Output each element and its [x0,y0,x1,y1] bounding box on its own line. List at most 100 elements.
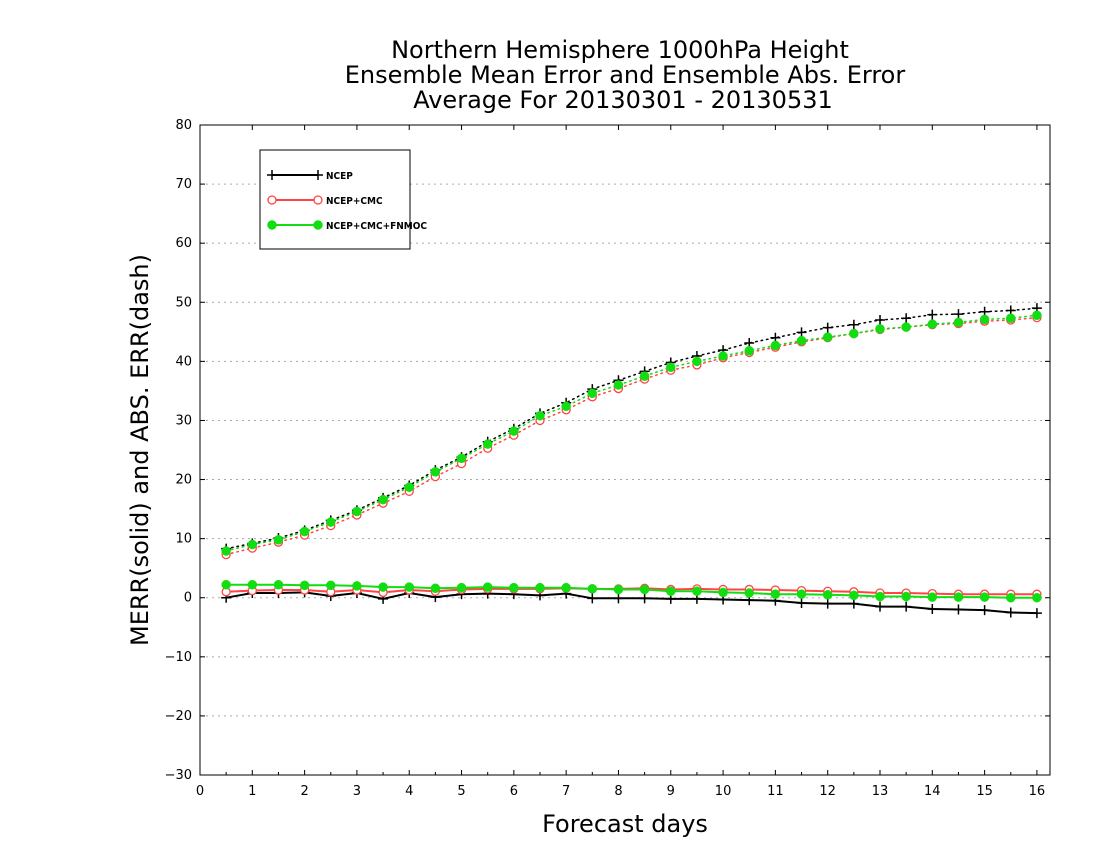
data-point-marker [313,170,323,180]
abs-err-line [225,314,1038,552]
x-tick-label: 13 [872,784,889,799]
y-tick-label: 50 [175,295,192,310]
x-tick-label: 2 [300,784,308,799]
data-point-marker [822,598,833,609]
data-point-marker [927,319,938,329]
data-point-marker [561,401,571,412]
data-point-marker [796,335,807,346]
x-tick-label: 6 [510,784,518,799]
data-point-marker [430,583,441,594]
x-tick-label: 16 [1029,784,1046,799]
data-point-marker [875,591,885,602]
data-point-marker [979,314,990,325]
data-point-marker [404,482,414,492]
data-point-marker [953,309,964,320]
x-tick-label: 1 [248,784,256,799]
data-point-marker [1005,607,1016,618]
x-tick-label: 15 [976,784,993,799]
y-tick-label: 20 [175,473,192,488]
data-point-marker [299,526,310,537]
x-tick-label: 8 [614,784,622,799]
data-point-marker [352,506,362,517]
y-tick-label: 40 [175,354,192,369]
data-point-marker [927,309,938,320]
data-point-marker [927,592,938,602]
data-point-marker [848,598,859,609]
y-tick-label: 80 [175,118,192,133]
data-point-marker [849,590,859,601]
data-point-marker [326,517,336,527]
data-point-marker [456,453,467,464]
x-tick-label: 4 [405,784,413,799]
data-point-marker [770,340,781,351]
data-point-marker [509,426,519,436]
data-point-marker [273,535,284,545]
x-tick-label: 10 [715,784,732,799]
y-tick-label: 60 [175,236,192,251]
data-point-marker [613,380,624,390]
series-ncep-cmc [221,312,1042,599]
data-point-marker [313,220,323,230]
data-point-marker [770,589,781,599]
data-point-marker [221,579,231,590]
data-point-marker [822,322,833,333]
data-point-marker [849,328,859,339]
y-tick-label: 30 [175,413,192,428]
data-point-marker [1032,310,1042,321]
data-point-marker [927,603,938,614]
data-point-marker [666,362,676,373]
data-point-marker [587,593,598,604]
data-point-marker [267,170,277,180]
data-point-marker [613,593,624,604]
data-point-marker [953,604,964,615]
series-ncep [221,303,1042,619]
y-axis-label: MERR(solid) and ABS. ERR(dash) [126,254,154,646]
data-point-marker [901,591,911,602]
data-point-marker [666,586,676,596]
y-tick-label: 10 [175,532,192,547]
data-point-marker [822,332,833,342]
data-point-marker [979,592,990,602]
data-point-marker [273,579,284,590]
y-tick-label: −30 [165,768,192,783]
data-point-marker [875,601,885,612]
y-tick-label: 0 [184,591,192,606]
data-point-marker [744,345,754,356]
data-point-marker [587,388,598,399]
data-point-marker [744,588,754,598]
data-point-marker [221,546,231,556]
x-tick-label: 5 [457,784,465,799]
x-axis-label: Forecast days [542,810,708,838]
data-point-marker [352,581,362,591]
data-point-marker [953,592,964,602]
data-point-marker [901,601,912,612]
merr-line [226,591,1037,615]
data-point-marker [848,319,859,330]
data-point-marker [535,410,545,421]
data-point-marker [639,584,650,595]
data-point-marker [509,582,519,593]
chart-title-line-3: Average For 20130301 - 20130531 [413,86,833,114]
chart-title-line-2: Ensemble Mean Error and Ensemble Abs. Er… [345,61,906,89]
data-point-marker [378,582,388,592]
legend-label: NCEP+CMC+FNMOC [326,221,427,232]
data-point-marker [796,589,807,599]
series-layer [221,303,1042,619]
legend: NCEP NCEP+CMC NCEP+CMC+FNMOC [259,149,427,250]
x-tick-label: 0 [196,784,204,799]
data-point-marker [1006,592,1016,603]
y-tick-label: −10 [165,650,192,665]
data-point-marker [404,582,414,592]
data-point-marker [482,582,493,592]
data-point-marker [692,586,702,596]
abs-err-line [225,307,1038,550]
data-point-marker [535,582,545,593]
data-point-marker [313,195,323,205]
data-point-marker [639,593,650,604]
x-tick-label: 9 [667,784,675,799]
data-point-marker [875,324,885,334]
data-point-marker [979,605,990,616]
data-point-marker [718,351,728,361]
